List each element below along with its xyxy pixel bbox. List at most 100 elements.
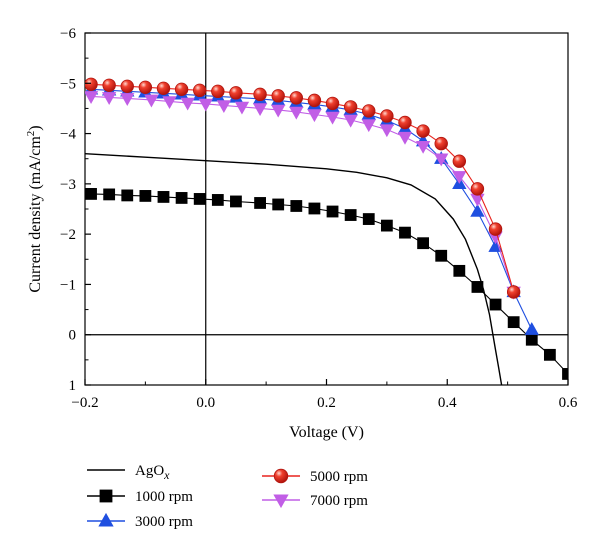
x-axis-ticks: −0.2 0.0 0.2 0.4 0.6 [71,379,578,411]
data-point [415,140,431,154]
legend-marker [273,494,289,509]
legend-item: 5000 rpm [262,468,368,485]
data-point [85,91,99,104]
plot-area [84,32,569,386]
data-point [234,101,250,115]
data-point [452,154,467,168]
legend-label: 1000 rpm [135,489,193,505]
data-point [379,124,395,138]
y-tick-label: −3 [60,177,76,193]
data-point [362,104,376,118]
data-point [85,188,97,200]
data-point [289,106,304,120]
y-axis-title-superscript: 2 [25,131,37,137]
data-point [180,97,195,111]
data-point [343,100,358,114]
data-point [139,190,152,202]
legend-label: 7000 rpm [310,493,368,509]
data-point [343,114,358,128]
data-point [216,100,232,114]
y-tick-label: −6 [60,26,76,42]
x-tick-label: 0.6 [559,395,578,411]
data-point [144,94,159,108]
data-point [121,189,134,202]
legend-label: AgOx [135,463,170,482]
data-point [470,203,485,217]
data-point [193,193,206,205]
data-point [211,194,224,206]
data-point [399,226,411,239]
data-point [307,109,322,123]
data-point [120,79,134,94]
data-point [525,333,538,346]
data-point [435,249,448,262]
x-tick-label: 0.0 [196,395,215,411]
data-point [325,96,340,111]
y-tick-label: −4 [60,127,76,143]
data-point [253,87,267,102]
y-tick-label: −2 [60,227,76,243]
y-tick-label: 1 [69,378,77,394]
legend-marker [98,512,114,527]
series-layer [85,77,568,385]
data-point [326,205,339,218]
data-point [193,83,207,98]
series-line [90,193,568,375]
legend-item: AgOx [87,463,170,482]
legend-item: 1000 rpm [87,489,193,505]
data-point [470,182,485,196]
data-point [380,109,394,123]
data-point [507,316,520,329]
data-point [175,192,188,204]
legend-label: 3000 rpm [135,514,193,530]
y-tick-label: 0 [69,328,77,344]
data-point [138,80,153,95]
data-point [417,237,430,250]
data-point [398,115,412,130]
data-point [162,96,177,110]
y-tick-label: −5 [60,76,76,92]
data-point [471,281,484,293]
data-point [524,322,539,335]
data-point [271,104,286,118]
legend-item: 3000 rpm [87,512,193,530]
data-point [157,191,170,203]
series-line [85,153,503,385]
data-point [397,131,413,145]
x-tick-label: 0.2 [317,395,336,411]
data-point [290,200,303,212]
y-axis-title-close: ) [27,125,44,130]
data-point [325,111,340,125]
data-point [434,153,449,167]
y-axis-title-main: Current density (mA/cm [27,136,44,293]
x-tick-label: 0.4 [438,395,457,411]
x-tick-label: −0.2 [71,395,98,411]
data-point [506,285,521,299]
legend-label: 5000 rpm [310,469,368,485]
series-1000-rpm [85,188,568,380]
data-point [562,368,568,380]
data-point [85,77,98,91]
data-point [103,188,116,201]
data-point [252,103,268,117]
x-axis-title: Voltage (V) [289,424,364,441]
data-point [101,92,117,105]
data-point [229,86,243,100]
data-point [156,81,171,96]
data-point [488,222,503,236]
data-point [380,219,393,232]
y-tick-label: −1 [60,277,76,293]
data-point [102,78,116,92]
series-5000-rpm [85,77,521,299]
legend-item: 7000 rpm [262,493,368,509]
data-point [416,124,430,138]
data-point [453,264,466,277]
legend-marker [99,489,113,503]
data-point [452,171,467,184]
data-point [489,298,502,311]
data-point [254,197,266,209]
y-axis-ticks: −6 −5 −4 −3 −2 −1 0 1 [60,26,91,394]
data-point [434,136,448,151]
data-point [362,213,375,225]
data-point [344,209,357,221]
